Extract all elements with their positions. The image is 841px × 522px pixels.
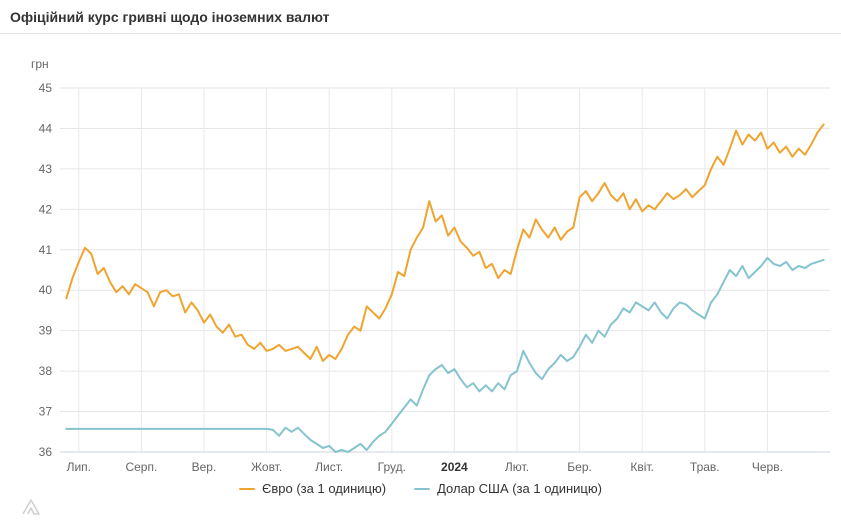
y-tick-label: 41 bbox=[39, 243, 53, 257]
x-tick-label: Жовт. bbox=[251, 460, 282, 474]
legend-marker-euro bbox=[239, 487, 256, 490]
y-axis-title: грн bbox=[31, 57, 49, 71]
y-tick-label: 42 bbox=[39, 202, 53, 216]
y-tick-label: 37 bbox=[39, 405, 53, 419]
exchange-rate-chart[interactable]: 36 37 38 39 40 41 42 43 44 45 Лип. Серп. Вер. Жовт. Ли… bbox=[0, 34, 841, 480]
legend: Євро (за 1 одиницю) Долар США (за 1 один… bbox=[0, 481, 841, 496]
y-tick-label: 44 bbox=[39, 121, 53, 135]
y-tick-label: 45 bbox=[39, 81, 53, 95]
watermark-mark bbox=[22, 497, 48, 520]
series-line-euro[interactable] bbox=[65, 123, 825, 362]
legend-label-usd: Долар США (за 1 одиницю) bbox=[437, 481, 602, 496]
legend-item-euro[interactable]: Євро (за 1 одиницю) bbox=[239, 481, 386, 496]
x-tick-label: Лют. bbox=[505, 460, 529, 474]
x-tick-label: Лист. bbox=[315, 460, 343, 474]
y-tick-label: 38 bbox=[39, 364, 53, 378]
x-tick-label: Серп. bbox=[125, 460, 157, 474]
y-tick-label: 39 bbox=[39, 324, 53, 338]
x-tick-label: Вер. bbox=[192, 460, 217, 474]
legend-marker-usd bbox=[414, 487, 431, 490]
x-tick-label: 2024 bbox=[441, 460, 468, 474]
y-tick-label: 36 bbox=[39, 445, 53, 459]
y-tick-label: 40 bbox=[39, 283, 53, 297]
chart-header: Офіційний курс гривні щодо іноземних вал… bbox=[0, 0, 841, 34]
y-tick-label: 43 bbox=[39, 162, 53, 176]
x-tick-label: Черв. bbox=[752, 460, 783, 474]
x-tick-label: Трав. bbox=[690, 460, 720, 474]
series-line-usd[interactable] bbox=[65, 256, 825, 453]
page-title: Офіційний курс гривні щодо іноземних вал… bbox=[10, 9, 330, 25]
x-tick-label: Груд. bbox=[378, 460, 406, 474]
x-tick-label: Лип. bbox=[67, 460, 91, 474]
legend-item-usd[interactable]: Долар США (за 1 одиницю) bbox=[414, 481, 602, 496]
x-tick-label: Бер. bbox=[567, 460, 592, 474]
legend-label-euro: Євро (за 1 одиницю) bbox=[262, 481, 387, 496]
x-tick-label: Квіт. bbox=[630, 460, 654, 474]
